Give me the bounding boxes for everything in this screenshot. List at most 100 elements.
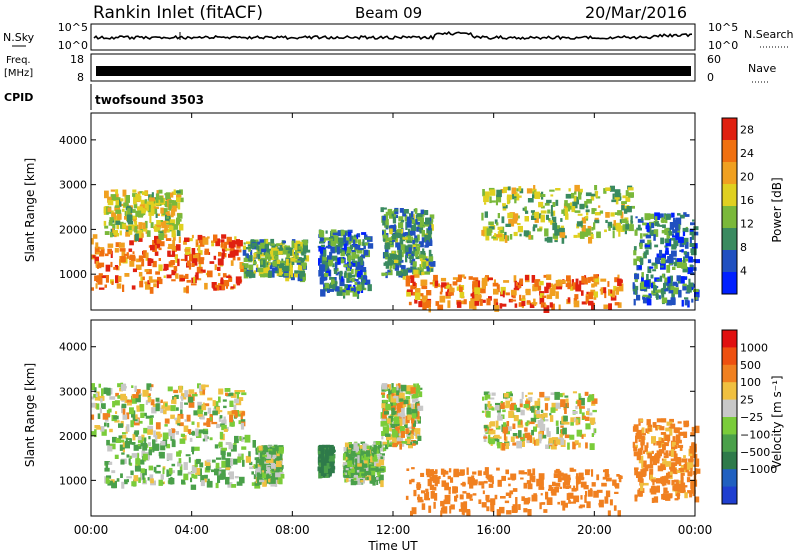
heatmap-cell: [272, 454, 276, 460]
heatmap-cell: [577, 232, 582, 238]
heatmap-cell: [211, 240, 217, 243]
heatmap-cell: [110, 231, 113, 238]
heatmap-cell: [252, 440, 256, 448]
heatmap-cell: [659, 224, 665, 227]
heatmap-cell: [689, 491, 693, 498]
heatmap-cell: [173, 224, 178, 230]
heatmap-cell: [585, 216, 589, 219]
heatmap-cell: [442, 506, 448, 514]
heatmap-cell: [399, 398, 404, 402]
heatmap-cell: [150, 222, 154, 228]
heatmap-cell: [232, 256, 236, 261]
heatmap-cell: [683, 464, 687, 470]
heatmap-cell: [661, 437, 665, 444]
heatmap-cell: [516, 195, 522, 198]
heatmap-cell: [524, 432, 531, 438]
heatmap-cell: [657, 426, 660, 430]
heatmap-cell: [389, 237, 394, 244]
colorbar-tick-label: −1000: [740, 463, 777, 476]
heatmap-cell: [211, 421, 218, 425]
heatmap-cell: [321, 458, 325, 466]
heatmap-cell: [99, 247, 105, 250]
heatmap-cell: [132, 433, 136, 441]
heatmap-cell: [463, 501, 468, 510]
heatmap-cell: [191, 234, 194, 239]
heatmap-cell: [526, 499, 530, 504]
heatmap-cell: [119, 248, 126, 252]
heatmap-cell: [160, 220, 163, 222]
heatmap-cell: [135, 394, 141, 403]
heatmap-cell: [357, 239, 362, 246]
heatmap-cell: [675, 482, 679, 485]
heatmap-cell: [381, 417, 387, 421]
heatmap-cell: [595, 190, 598, 198]
heatmap-cell: [573, 234, 578, 238]
heatmap-cell: [149, 387, 152, 391]
heatmap-cell: [596, 474, 600, 481]
colorbar-tick-label: 20: [740, 171, 754, 184]
heatmap-cell: [115, 189, 119, 195]
heatmap-cell: [166, 443, 171, 449]
heatmap-cell: [459, 291, 465, 298]
heatmap-cell: [423, 210, 427, 214]
heatmap-cell: [329, 467, 335, 471]
heatmap-cell: [487, 401, 491, 407]
heatmap-cell: [149, 197, 155, 202]
heatmap-cell: [263, 271, 269, 278]
heatmap-cell: [650, 282, 654, 289]
heatmap-cell: [160, 241, 165, 247]
heatmap-cell: [148, 436, 151, 440]
nsky-tick-bottom: 10^0: [58, 39, 88, 52]
heatmap-cell: [551, 288, 556, 296]
heatmap-cell: [625, 220, 629, 225]
heatmap-cell: [407, 412, 412, 420]
heatmap-cell: [552, 233, 559, 239]
heatmap-cell: [239, 436, 242, 441]
heatmap-cell: [220, 277, 224, 281]
heatmap-cell: [520, 420, 523, 426]
heatmap-cell: [523, 497, 529, 505]
heatmap-cell: [605, 490, 611, 498]
heatmap-cell: [447, 475, 451, 480]
heatmap-cell: [610, 289, 613, 296]
y-tick-label: 1000: [59, 268, 87, 281]
heatmap-cell: [240, 419, 246, 423]
heatmap-cell: [211, 243, 215, 247]
heatmap-cell: [432, 471, 438, 475]
heatmap-cell: [640, 469, 646, 478]
heatmap-cell: [98, 273, 103, 276]
heatmap-cell: [410, 289, 413, 296]
heatmap-cell: [686, 477, 691, 483]
heatmap-cell: [319, 277, 324, 285]
heatmap-cell: [207, 407, 212, 414]
heatmap-cell: [223, 428, 228, 432]
heatmap-cell: [105, 477, 110, 484]
heatmap-cell: [520, 409, 525, 416]
heatmap-cell: [591, 433, 594, 437]
heatmap-cell: [359, 445, 364, 449]
heatmap-cell: [336, 290, 343, 296]
heatmap-cell: [124, 273, 130, 277]
heatmap-cell: [507, 477, 511, 480]
heatmap-cell: [665, 214, 671, 220]
heatmap-cell: [249, 461, 253, 466]
heatmap-cell: [387, 208, 393, 215]
heatmap-cell: [618, 475, 623, 479]
heatmap-cell: [651, 281, 656, 288]
heatmap-cell: [581, 301, 587, 305]
heatmap-cell: [556, 426, 559, 435]
heatmap-cell: [483, 391, 490, 395]
heatmap-cell: [478, 499, 482, 504]
heatmap-cell: [364, 459, 368, 465]
heatmap-cell: [505, 492, 512, 496]
heatmap-cell: [382, 441, 388, 445]
heatmap-cell: [677, 213, 681, 216]
heatmap-cell: [122, 223, 127, 229]
heatmap-cell: [634, 495, 638, 498]
heatmap-cell: [406, 275, 412, 280]
heatmap-cell: [142, 250, 147, 259]
heatmap-cell: [186, 414, 191, 422]
heatmap-cell: [463, 299, 467, 305]
heatmap-cell: [111, 281, 114, 285]
heatmap-cell: [641, 276, 644, 283]
